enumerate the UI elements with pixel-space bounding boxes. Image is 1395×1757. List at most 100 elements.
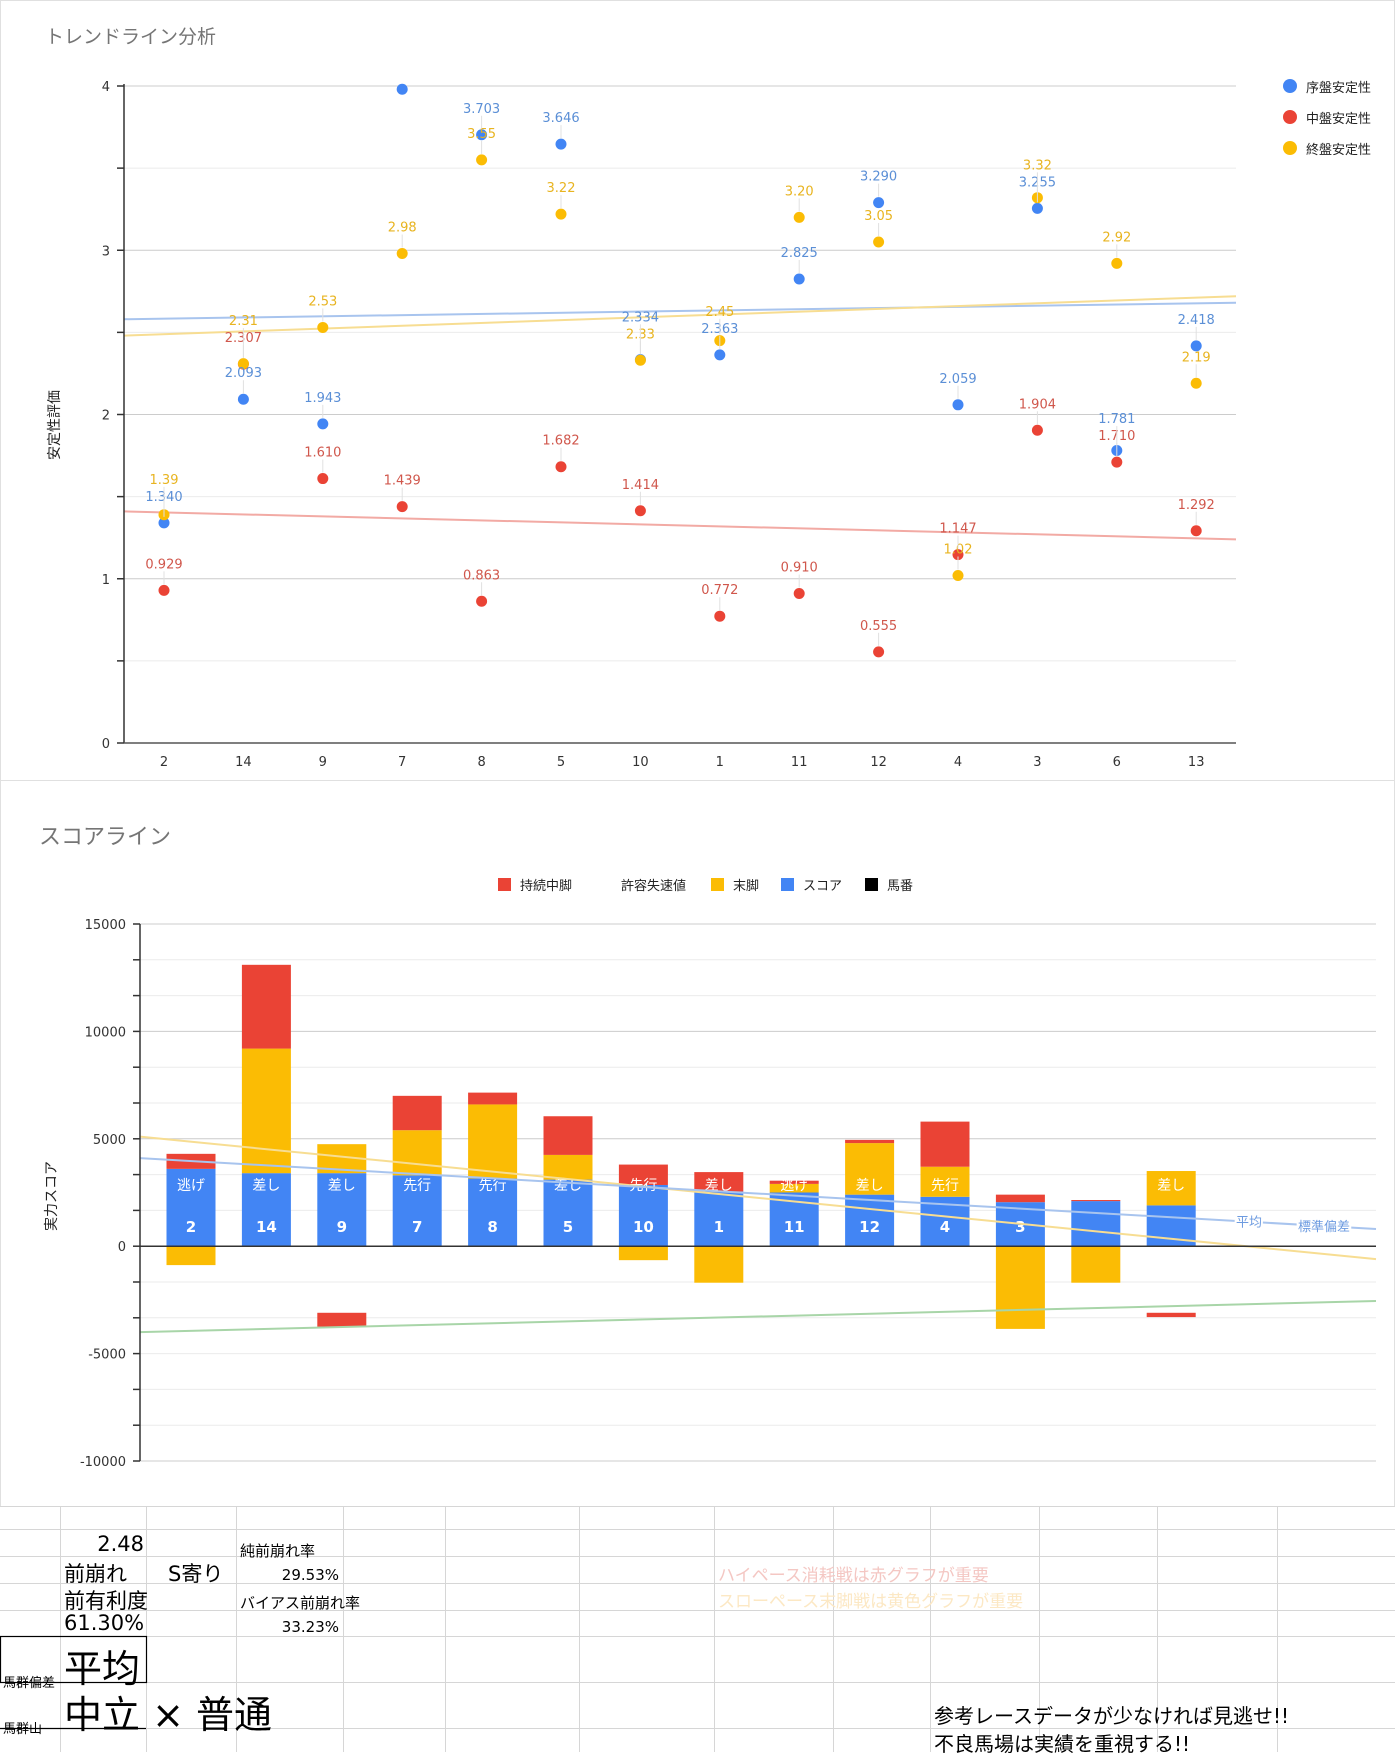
data-label: 2.31 [229, 314, 258, 329]
legend-marker [1283, 110, 1297, 124]
bar-segment-chuukyaku [392, 1095, 442, 1131]
chart-title: スコアライン [39, 825, 171, 850]
legend-marker [1283, 79, 1297, 93]
data-label: 1.439 [384, 474, 421, 489]
trendline-2 [123, 295, 1237, 337]
data-label: 2.334 [622, 310, 659, 325]
bar-style-label: 差し [1157, 1178, 1185, 1194]
data-label: 1.147 [939, 522, 976, 537]
y-tick-label: 2 [102, 409, 110, 424]
trendline-0 [123, 301, 1237, 321]
cell-mae-yuuri[interactable]: 前有利度 [64, 1589, 148, 1613]
cell-bagun-hensa-label[interactable]: 馬群偏差 [3, 1676, 56, 1691]
x-tick-label: 3 [1033, 755, 1041, 770]
bar-segment-sueashi [769, 1183, 819, 1193]
y-axis-label: 実力スコア [44, 1161, 60, 1231]
note-yellow-graph[interactable]: スローペース末脚戦は黄色グラフが重要 [718, 1592, 1024, 1612]
data-point [634, 505, 646, 517]
spreadsheet-grid[interactable]: 2.48 純前崩れ率 前崩れ S寄り 29.53% 前有利度 バイアス前崩れ率 … [0, 1506, 1395, 1756]
cell-bias-label[interactable]: バイアス前崩れ率 [240, 1594, 361, 1612]
data-label: 3.646 [542, 111, 579, 126]
data-label: 2.093 [225, 366, 262, 381]
x-tick-label: 10 [632, 755, 649, 770]
bar-segment-score [468, 1178, 518, 1247]
data-point [555, 138, 567, 150]
cell-s-yori[interactable]: S寄り [168, 1562, 224, 1586]
data-point [634, 354, 646, 366]
cell-bagun-yama-label[interactable]: 馬群山 [3, 1722, 43, 1737]
bar-segment-chuukyaku [1146, 1312, 1196, 1318]
data-point [714, 349, 726, 361]
x-tick-label: 9 [319, 755, 327, 770]
bar-segment-score [694, 1191, 744, 1247]
data-point [714, 610, 726, 622]
bar-segment-chuukyaku [694, 1172, 744, 1192]
data-point [1111, 456, 1123, 468]
scoreline-chart: スコアライン 実力スコア 逃げ 2 差し 14 差し 9 先行 7 先行 8 差し 5 先行 10 差し 1 逃… [0, 780, 1395, 1507]
data-label: 2.059 [939, 372, 976, 387]
x-tick-label: 2 [160, 755, 168, 770]
data-label: 0.863 [463, 568, 500, 583]
bar-style-label: 差し [856, 1178, 884, 1194]
data-label: 2.98 [388, 221, 417, 236]
data-point [476, 154, 488, 166]
bar-segment-chuukyaku [769, 1180, 819, 1184]
data-point [158, 517, 170, 529]
legend-label: スコア [803, 879, 842, 894]
cell-bagun-hensa-value[interactable]: 平均 [64, 1647, 141, 1691]
bar-horse-number: 9 [337, 1218, 347, 1236]
cell-jun-label[interactable]: 純前崩れ率 [240, 1542, 316, 1560]
y-tick-label: 10000 [85, 1025, 126, 1040]
x-tick-label: 11 [791, 755, 808, 770]
bar-segment-sueashi [1146, 1171, 1196, 1206]
bar-segment-sueashi [241, 1048, 291, 1174]
trendline-1 [139, 1157, 1377, 1231]
data-point [396, 248, 408, 260]
note-red-graph[interactable]: ハイペース消耗戦は赤グラフが重要 [718, 1566, 989, 1586]
bar-segment-score [845, 1194, 895, 1247]
data-point [1031, 202, 1043, 214]
data-label: 3.32 [1023, 158, 1052, 173]
data-label: 2.418 [1178, 313, 1215, 328]
bar-horse-number: 4 [940, 1218, 950, 1236]
bar-horse-number: 10 [633, 1218, 654, 1236]
cell-mae-kuzure[interactable]: 前崩れ [64, 1562, 127, 1586]
bar-style-label: 先行 [403, 1178, 431, 1194]
data-point [1190, 340, 1202, 352]
cell-bagun-yama-value[interactable]: 中立 × 普通 [64, 1693, 272, 1737]
cell-bias-value[interactable]: 33.23% [281, 1618, 339, 1636]
data-point [317, 321, 329, 333]
y-tick-label: 3 [102, 244, 110, 259]
data-label: 3.05 [864, 209, 893, 224]
note-reference-race[interactable]: 参考レースデータが少なければ見逃せ!! [934, 1704, 1290, 1728]
data-label: 3.20 [785, 184, 814, 199]
bar-style-label: 逃げ [177, 1178, 205, 1194]
cell-mae-yuuri-value[interactable]: 61.30% [64, 1611, 145, 1635]
legend-marker [1283, 141, 1297, 155]
data-label: 0.772 [701, 583, 738, 598]
cell-value-2-48[interactable]: 2.48 [97, 1532, 144, 1556]
x-tick-label: 7 [398, 755, 406, 770]
bar-segment-chuukyaku [317, 1312, 367, 1327]
bar-horse-number: 2 [186, 1218, 196, 1236]
cell-jun-value[interactable]: 29.53% [281, 1566, 339, 1584]
data-label: 1.610 [304, 446, 341, 461]
data-label: 1.904 [1019, 397, 1056, 412]
bar-horse-number: 7 [412, 1218, 422, 1236]
bar-segment-score [166, 1168, 216, 1247]
x-tick-label: 1 [716, 755, 724, 770]
data-point [396, 501, 408, 513]
legend-swatch [498, 878, 511, 891]
data-label: 1.414 [622, 478, 659, 493]
legend-swatch [781, 878, 794, 891]
bar-segment-sueashi [995, 1246, 1045, 1329]
scoreline-chart-svg: スコアライン 実力スコア 逃げ 2 差し 14 差し 9 先行 7 先行 8 差し 5 先行 10 差し 1 逃… [39, 825, 1377, 1470]
data-point [1190, 377, 1202, 389]
data-point [1031, 424, 1043, 436]
x-tick-label: 6 [1113, 755, 1121, 770]
note-bad-track[interactable]: 不良馬場は実績を重視する!! [934, 1732, 1191, 1756]
data-label: 1.943 [304, 391, 341, 406]
bar-segment-sueashi [392, 1130, 442, 1176]
y-axis-label: 安定性評価 [47, 390, 63, 460]
bar-segment-sueashi [1071, 1246, 1121, 1283]
